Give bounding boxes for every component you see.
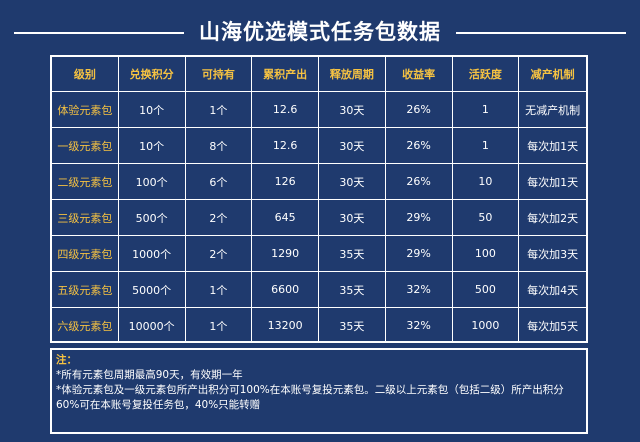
column-header: 减产机制 <box>519 57 586 92</box>
level-cell: 三级元素包 <box>52 200 119 236</box>
note-line: *所有元素包周期最高90天，有效期一年 <box>56 369 243 381</box>
level-cell: 二级元素包 <box>52 164 119 200</box>
table-cell: 30天 <box>319 164 386 200</box>
table-cell: 1 <box>452 92 520 128</box>
table-cell: 35天 <box>319 272 386 308</box>
table-cell: 6个 <box>185 164 253 200</box>
table-cell: 10个 <box>118 92 186 128</box>
package-table: 级别 兑换积分 可持有 累积产出 释放周期 收益率 活跃度 减产机制 体验元素包… <box>52 57 586 343</box>
table-cell: 2个 <box>185 236 253 272</box>
table-cell: 每次加5天 <box>527 319 579 333</box>
table-cell: 1个 <box>186 308 253 343</box>
table-cell: 50 <box>452 200 520 236</box>
table-cell: 12.6 <box>252 92 319 128</box>
table-cell: 13200 <box>252 308 319 343</box>
table-cell: 8个 <box>185 128 253 164</box>
table-row: 三级元素包 500个 2个 645 30天 29% 50 每次加2天 <box>52 200 586 236</box>
column-header: 级别 <box>52 57 119 92</box>
column-header: 收益率 <box>385 57 453 92</box>
level-cell: 五级元素包 <box>52 272 119 308</box>
table-cell: 126 <box>252 164 319 200</box>
table-cell: 1个 <box>185 272 253 308</box>
table-cell: 500个 <box>118 200 186 236</box>
table-cell: 6600 <box>252 272 319 308</box>
table-cell: 每次加3天 <box>519 236 586 272</box>
table-cell: 26% <box>385 128 453 164</box>
table-cell: 30天 <box>319 92 386 128</box>
table-row: 体验元素包 10个 1个 12.6 30天 26% 1 无减产机制 <box>52 92 586 128</box>
column-header: 可持有 <box>185 57 253 92</box>
table-cell: 1个 <box>185 92 253 128</box>
title-rule-left <box>14 32 184 34</box>
table-cell: 35天 <box>319 236 386 272</box>
table-cell: 无减产机制 <box>519 92 586 128</box>
table-cell: 10000个 <box>119 308 186 343</box>
table-cell: 30天 <box>319 128 386 164</box>
table-header-row: 级别 兑换积分 可持有 累积产出 释放周期 收益率 活跃度 减产机制 <box>52 57 586 92</box>
column-header: 活跃度 <box>452 57 520 92</box>
table-row: 二级元素包 100个 6个 126 30天 26% 10 每次加1天 <box>52 164 586 200</box>
page-title: 山海优选模式任务包数据 <box>199 20 441 44</box>
table-cell: 1000 <box>453 308 520 343</box>
table-cell: 1000个 <box>118 236 186 272</box>
title-rule-right <box>456 32 626 34</box>
note-line: *体验元素包及一级元素包所产出积分可100%在本账号复投元素包。二级以上元素包（… <box>56 384 564 411</box>
table-cell: 5000个 <box>118 272 186 308</box>
table-cell: 1 <box>452 128 520 164</box>
table-cell: 100 <box>452 236 520 272</box>
level-cell: 六级元素包 <box>52 308 119 343</box>
table-cell: 每次加1天 <box>519 164 586 200</box>
table-cell: 12.6 <box>252 128 319 164</box>
table-cell: 29% <box>385 236 453 272</box>
table-cell: 10个 <box>118 128 186 164</box>
table-cell: 26% <box>385 164 453 200</box>
level-cell: 一级元素包 <box>52 128 119 164</box>
data-table-panel: 级别 兑换积分 可持有 累积产出 释放周期 收益率 活跃度 减产机制 体验元素包… <box>50 55 588 343</box>
table-cell: 30天 <box>319 200 386 236</box>
table-row: 六级元素包 10000个 1个 13200 35天 32% 1000 每次加5天 <box>52 308 586 343</box>
table-row: 一级元素包 10个 8个 12.6 30天 26% 1 每次加1天 <box>52 128 586 164</box>
table-cell: 29% <box>385 200 453 236</box>
notes-heading: 注： <box>56 354 77 366</box>
table-row: 五级元素包 5000个 1个 6600 35天 32% 500 每次加4天 <box>52 272 586 308</box>
table-row: 四级元素包 1000个 2个 1290 35天 29% 100 每次加3天 <box>52 236 586 272</box>
table-cell: 32% <box>385 272 453 308</box>
table-cell: 每次加4天 <box>519 272 586 308</box>
title-bar: 山海优选模式任务包数据 <box>0 14 640 50</box>
table-cell: 100个 <box>118 164 186 200</box>
table-cell: 26% <box>385 92 453 128</box>
table-cell: 645 <box>252 200 319 236</box>
notes-box: 注： *所有元素包周期最高90天，有效期一年 *体验元素包及一级元素包所产出积分… <box>50 348 588 434</box>
table-cell: 10 <box>452 164 520 200</box>
table-cell: 每次加1天 <box>519 128 586 164</box>
table-cell: 每次加2天 <box>519 200 586 236</box>
column-header: 释放周期 <box>319 57 386 92</box>
table-cell: 2个 <box>185 200 253 236</box>
table-cell: 1290 <box>252 236 319 272</box>
column-header: 兑换积分 <box>118 57 186 92</box>
table-cell: 32% <box>386 308 453 343</box>
level-cell: 四级元素包 <box>52 236 119 272</box>
table-cell: 500 <box>452 272 520 308</box>
table-cell: 35天 <box>319 308 386 343</box>
level-cell: 体验元素包 <box>52 92 119 128</box>
column-header: 累积产出 <box>252 57 319 92</box>
